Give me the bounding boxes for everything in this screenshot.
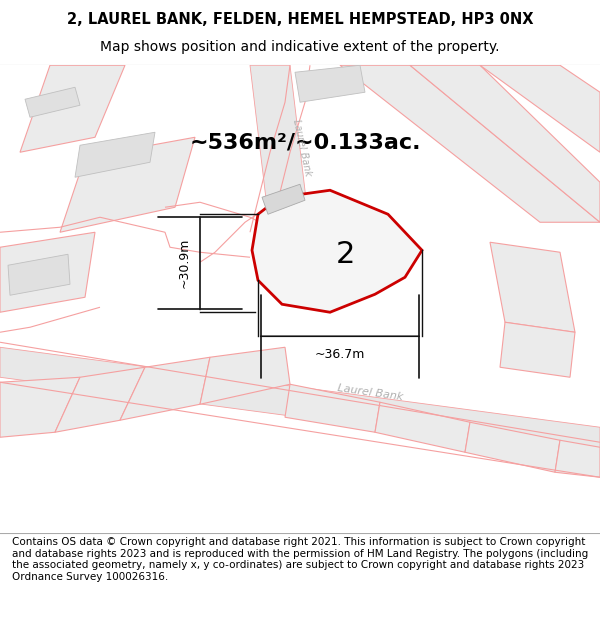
Polygon shape [25, 88, 80, 118]
Polygon shape [252, 190, 422, 312]
Polygon shape [490, 242, 575, 332]
Text: 2: 2 [335, 240, 355, 269]
Polygon shape [8, 254, 70, 295]
Text: ~36.7m: ~36.7m [315, 348, 365, 361]
Text: Map shows position and indicative extent of the property.: Map shows position and indicative extent… [100, 40, 500, 54]
Polygon shape [60, 138, 195, 232]
Polygon shape [410, 65, 600, 222]
Polygon shape [480, 65, 600, 152]
Polygon shape [340, 65, 600, 222]
Polygon shape [75, 132, 155, 178]
Polygon shape [375, 402, 470, 452]
Text: Laurel Bank: Laurel Bank [291, 118, 313, 177]
Polygon shape [0, 378, 80, 438]
Polygon shape [20, 65, 125, 152]
Text: ~536m²/~0.133ac.: ~536m²/~0.133ac. [189, 132, 421, 152]
Polygon shape [0, 348, 600, 458]
Polygon shape [250, 65, 310, 232]
Polygon shape [200, 348, 290, 404]
Polygon shape [120, 357, 210, 420]
Polygon shape [295, 65, 365, 102]
Polygon shape [262, 184, 305, 214]
Polygon shape [500, 322, 575, 378]
Polygon shape [465, 422, 560, 472]
Polygon shape [555, 440, 600, 478]
Text: Contains OS data © Crown copyright and database right 2021. This information is : Contains OS data © Crown copyright and d… [12, 537, 588, 582]
Polygon shape [55, 368, 145, 432]
Polygon shape [285, 384, 380, 432]
Text: ~30.9m: ~30.9m [178, 238, 191, 289]
Text: 2, LAUREL BANK, FELDEN, HEMEL HEMPSTEAD, HP3 0NX: 2, LAUREL BANK, FELDEN, HEMEL HEMPSTEAD,… [67, 12, 533, 27]
Text: Laurel Bank: Laurel Bank [337, 382, 403, 402]
Polygon shape [0, 232, 95, 312]
